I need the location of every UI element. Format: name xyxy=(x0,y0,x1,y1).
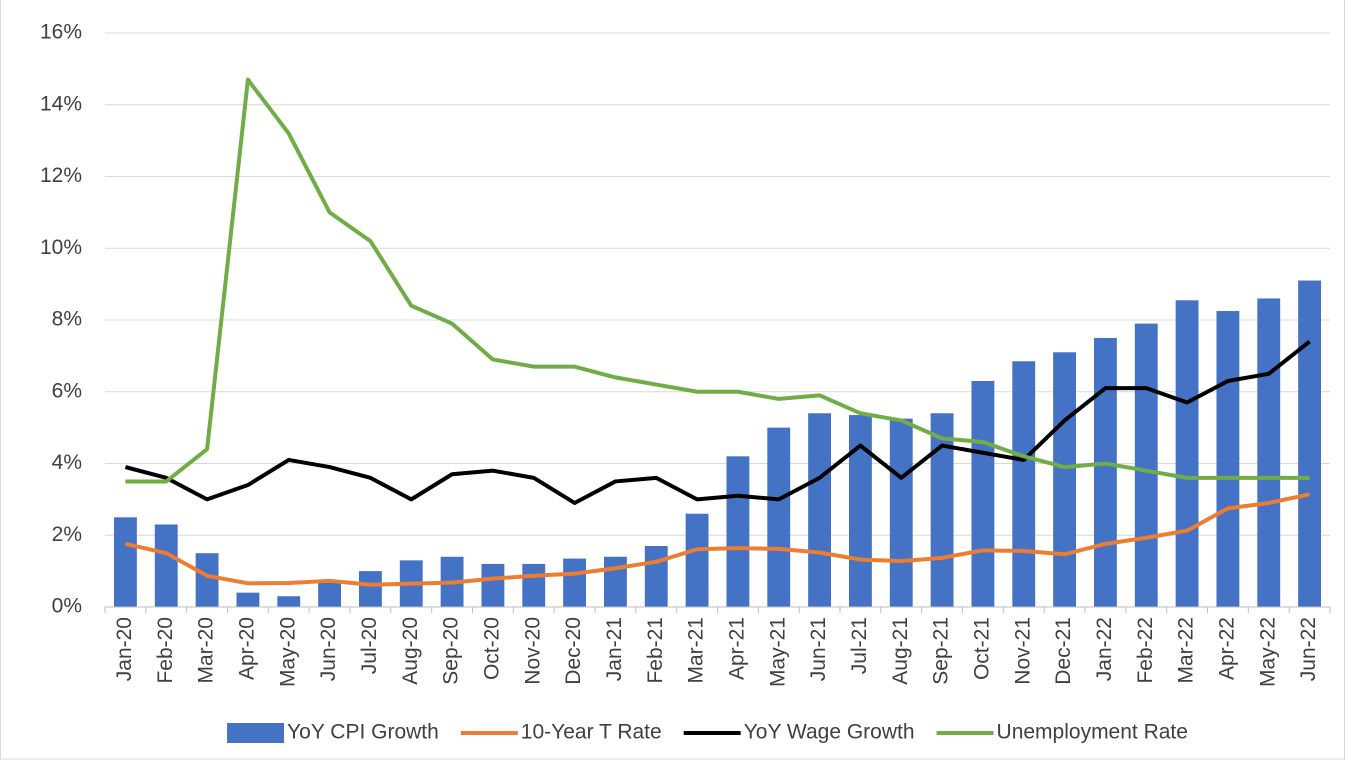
x-tick-label: Nov-20 xyxy=(521,617,544,685)
x-tick-label: Dec-21 xyxy=(1052,617,1075,685)
y-tick-label: 12% xyxy=(40,164,82,187)
x-tick-label: Aug-21 xyxy=(889,617,912,685)
y-tick-label: 14% xyxy=(40,92,82,115)
bar xyxy=(522,563,546,607)
x-tick-label: Mar-21 xyxy=(685,617,708,684)
y-tick-label: 6% xyxy=(52,379,82,402)
x-tick-label: Oct-20 xyxy=(480,617,503,680)
bar xyxy=(481,563,505,607)
bar xyxy=(808,413,832,607)
y-tick-label: 2% xyxy=(52,523,82,546)
x-tick-label: Sep-21 xyxy=(930,617,953,685)
bar xyxy=(889,418,913,607)
x-tick-label: Mar-22 xyxy=(1175,617,1198,684)
bar xyxy=(277,596,301,607)
x-tick-label: Dec-20 xyxy=(562,617,585,685)
legend-label: Unemployment Rate xyxy=(997,721,1188,744)
bar xyxy=(563,558,587,607)
x-tick-label: Jun-22 xyxy=(1297,617,1320,681)
bar xyxy=(726,456,750,607)
x-tick-label: Nov-21 xyxy=(1011,617,1034,685)
bar xyxy=(1216,311,1240,607)
x-tick-label: Jun-21 xyxy=(807,617,830,681)
x-tick-label: Oct-21 xyxy=(970,617,993,680)
bar xyxy=(1012,361,1036,607)
legend-item: YoY CPI Growth xyxy=(227,721,439,744)
bar xyxy=(358,571,382,607)
bar xyxy=(1257,298,1281,607)
bar xyxy=(1175,300,1199,607)
line xyxy=(124,492,1310,587)
x-tick-label: Apr-21 xyxy=(725,617,748,680)
bar xyxy=(195,553,219,607)
x-tick-label: Apr-22 xyxy=(1215,617,1238,680)
bar xyxy=(930,413,954,607)
bar xyxy=(603,556,627,607)
legend-swatch xyxy=(227,723,285,743)
x-tick-label: Apr-20 xyxy=(235,617,258,680)
x-tick-label: Aug-20 xyxy=(399,617,422,685)
bar xyxy=(1093,337,1117,607)
bar xyxy=(318,581,342,607)
x-tick-label: Mar-20 xyxy=(195,617,218,684)
bar xyxy=(154,524,178,607)
bar xyxy=(1053,352,1077,607)
bar xyxy=(767,427,791,607)
x-tick-label: Sep-20 xyxy=(440,617,463,685)
y-tick-label: 8% xyxy=(52,308,82,331)
legend-label: YoY Wage Growth xyxy=(744,721,915,744)
legend-label: YoY CPI Growth xyxy=(287,721,439,744)
x-tick-label: Jul-21 xyxy=(848,617,871,674)
y-tick-label: 16% xyxy=(40,21,82,44)
y-tick-label: 4% xyxy=(52,451,82,474)
bar xyxy=(644,546,668,607)
line xyxy=(124,339,1311,505)
y-tick-label: 10% xyxy=(40,236,82,259)
x-tick-label: May-21 xyxy=(766,617,789,687)
bar xyxy=(1134,323,1158,607)
line xyxy=(125,77,1310,484)
x-tick-label: Feb-20 xyxy=(154,617,177,684)
x-tick-label: Jan-21 xyxy=(603,617,626,681)
bar xyxy=(971,380,995,607)
legend-item: YoY Wage Growth xyxy=(683,721,915,744)
legend-label: 10-Year T Rate xyxy=(521,721,662,744)
legend: YoY CPI Growth 10-Year T Rate YoY Wage Gro… xyxy=(227,721,1188,744)
x-tick-label: May-20 xyxy=(276,617,299,687)
x-tick-label: May-22 xyxy=(1256,617,1279,687)
legend-item: 10-Year T Rate xyxy=(460,721,662,744)
bar xyxy=(1298,280,1322,607)
bar xyxy=(113,517,137,607)
y-tick-label: 0% xyxy=(52,595,82,618)
x-tick-label: Jun-20 xyxy=(317,617,340,681)
x-tick-label: Feb-21 xyxy=(644,617,667,684)
legend-item: Unemployment Rate xyxy=(936,721,1188,744)
bar xyxy=(685,513,709,607)
x-tick-label: Jul-20 xyxy=(358,617,381,674)
x-tick-label: Feb-22 xyxy=(1134,617,1157,684)
bar xyxy=(236,592,260,607)
x-tick-label: Jan-22 xyxy=(1093,617,1116,681)
x-tick-label: Jan-20 xyxy=(113,617,136,681)
